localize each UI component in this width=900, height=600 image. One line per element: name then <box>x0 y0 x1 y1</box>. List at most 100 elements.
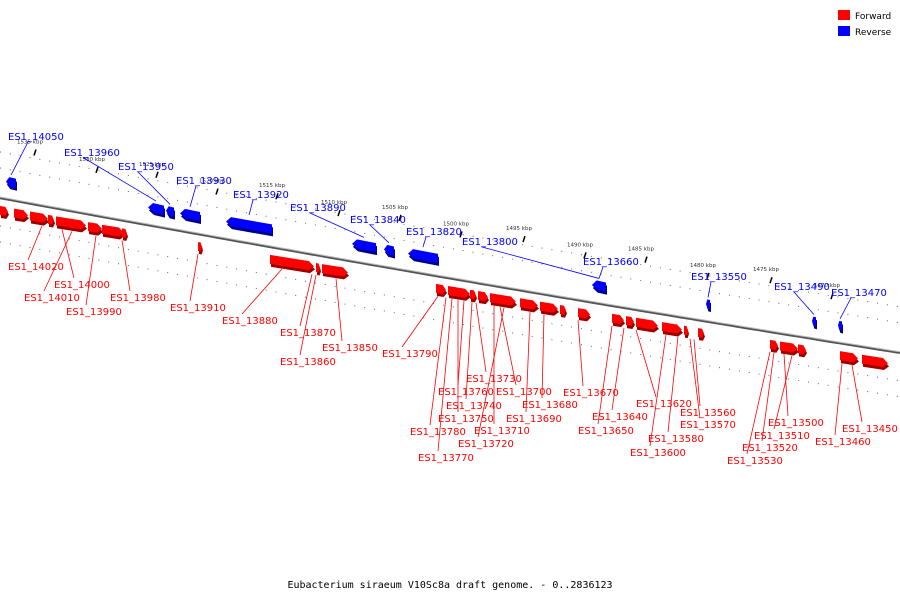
gene-body <box>322 264 348 277</box>
gene-body <box>436 283 446 294</box>
legend-forward-label: Forward <box>855 12 891 22</box>
forward-leader-line <box>85 235 97 306</box>
forward-gene-label: ES1_13850 <box>322 343 378 354</box>
gene-body <box>626 316 634 326</box>
forward-gene-label: ES1_13720 <box>458 439 514 450</box>
gene-body <box>636 317 658 330</box>
reverse-leader-line <box>839 297 852 320</box>
tick-label: 1495 kbp <box>506 226 532 232</box>
reverse-gene <box>812 316 817 330</box>
gene-body <box>662 322 682 334</box>
gene-body <box>490 293 516 306</box>
reverse-gene-label: ES1_13930 <box>176 176 232 187</box>
gene-body <box>770 339 778 350</box>
forward-gene <box>612 313 625 328</box>
forward-gene-label: ES1_13650 <box>578 426 634 437</box>
tick-label: 1525 kbp <box>139 162 165 168</box>
gene-body <box>122 228 127 238</box>
forward-leader-line <box>851 365 863 423</box>
forward-gene-label: ES1_13690 <box>506 414 562 425</box>
forward-leader-line <box>783 354 789 417</box>
forward-leader-line <box>577 320 584 387</box>
forward-gene <box>56 216 87 233</box>
gene-body <box>862 354 888 368</box>
reverse-leader-line <box>707 281 712 298</box>
tick-label: 1500 kbp <box>443 221 469 227</box>
forward-gene <box>102 224 125 240</box>
forward-gene <box>88 222 103 236</box>
forward-gene-label: ES1_13860 <box>280 357 336 368</box>
reverse-leader-line <box>793 291 815 315</box>
gene-body <box>478 291 488 302</box>
forward-gene <box>122 228 128 241</box>
forward-leader-line <box>475 302 487 373</box>
forward-leader-line <box>43 231 73 292</box>
forward-gene <box>270 254 315 274</box>
forward-gene <box>470 289 477 303</box>
tick-label: 1510 kbp <box>321 200 347 206</box>
gene-body <box>0 206 8 216</box>
forward-gene <box>30 211 49 226</box>
reverse-leader-line <box>83 157 157 202</box>
gene-body <box>384 244 394 256</box>
forward-leader-line <box>241 268 283 315</box>
forward-gene <box>698 328 705 341</box>
map-caption: Eubacterium siraeum V10Sc8a draft genome… <box>287 580 612 591</box>
forward-leader-line <box>635 329 657 398</box>
forward-gene-label: ES1_13510 <box>754 431 810 442</box>
gene-body <box>812 316 816 327</box>
reverse-gene-label: ES1_13660 <box>583 257 639 268</box>
forward-leader-line <box>429 297 447 426</box>
gene-body <box>408 249 438 263</box>
tick-label: 1515 kbp <box>259 183 285 189</box>
reverse-gene-label: ES1_14050 <box>8 132 64 143</box>
forward-gene-label: ES1_13670 <box>563 388 619 399</box>
forward-leader-line <box>61 229 75 279</box>
tick-label: 1470 kbp <box>814 283 840 289</box>
gene-body <box>470 289 476 300</box>
gene-body <box>270 254 314 271</box>
reverse-gene-label: ES1_13890 <box>290 203 346 214</box>
forward-gene-label: ES1_13580 <box>648 434 704 445</box>
forward-gene <box>578 308 591 322</box>
reverse-gene <box>148 203 165 218</box>
reverse-leader-line <box>369 224 390 244</box>
forward-gene <box>198 242 203 255</box>
reverse-gene <box>384 244 395 259</box>
forward-gene-label: ES1_13500 <box>768 418 824 429</box>
forward-gene-label: ES1_13750 <box>438 414 494 425</box>
forward-leader-line <box>611 327 625 411</box>
reverse-gene-label: ES1_13920 <box>233 190 289 201</box>
legend-reverse-swatch <box>838 26 850 36</box>
forward-gene <box>662 322 683 337</box>
gene-body <box>684 325 688 336</box>
tick-mark <box>522 235 526 243</box>
reverse-gene <box>838 320 843 334</box>
tick-label: 1520 kbp <box>199 179 225 185</box>
forward-gene <box>322 264 349 280</box>
tick-mark <box>583 252 587 259</box>
gene-body <box>148 203 164 215</box>
reverse-gene-label: ES1_13490 <box>774 282 830 293</box>
forward-gene <box>560 305 567 318</box>
forward-leader-line <box>401 296 439 348</box>
forward-leader-line <box>667 336 679 433</box>
tick-label: 1490 kbp <box>567 242 593 248</box>
forward-gene-label: ES1_13710 <box>474 426 530 437</box>
reverse-gene-label: ES1_13960 <box>64 148 120 159</box>
gene-labels: ES1_14050ES1_13960ES1_13950ES1_13930ES1_… <box>8 132 898 467</box>
forward-gene-label: ES1_13640 <box>592 412 648 423</box>
forward-gene-label: ES1_14000 <box>54 280 110 291</box>
forward-gene <box>316 263 321 276</box>
backbone-line <box>0 196 900 355</box>
gene-body <box>560 305 566 315</box>
tick-mark <box>706 272 710 280</box>
forward-gene-label: ES1_13790 <box>382 349 438 360</box>
reverse-gene-label: ES1_13950 <box>118 162 174 173</box>
gene-body <box>592 280 606 292</box>
tick-label: 1505 kbp <box>382 205 408 211</box>
forward-leader-line <box>299 274 317 356</box>
reverse-gene-label: ES1_13840 <box>350 215 406 226</box>
gene-body <box>88 222 102 233</box>
tick-mark <box>275 193 279 200</box>
